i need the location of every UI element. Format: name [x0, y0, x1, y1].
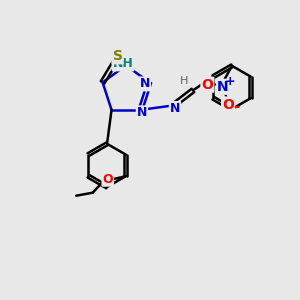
Text: N: N	[170, 102, 180, 115]
Text: -: -	[233, 99, 239, 114]
Text: O: O	[102, 173, 113, 186]
Text: N: N	[140, 77, 150, 90]
Text: +: +	[224, 75, 235, 88]
Text: S: S	[112, 49, 123, 63]
Text: H: H	[180, 76, 188, 86]
Text: N: N	[137, 106, 147, 119]
Text: O: O	[201, 78, 213, 92]
Text: O: O	[222, 98, 234, 112]
Text: N: N	[217, 80, 229, 94]
Text: NH: NH	[112, 57, 134, 70]
